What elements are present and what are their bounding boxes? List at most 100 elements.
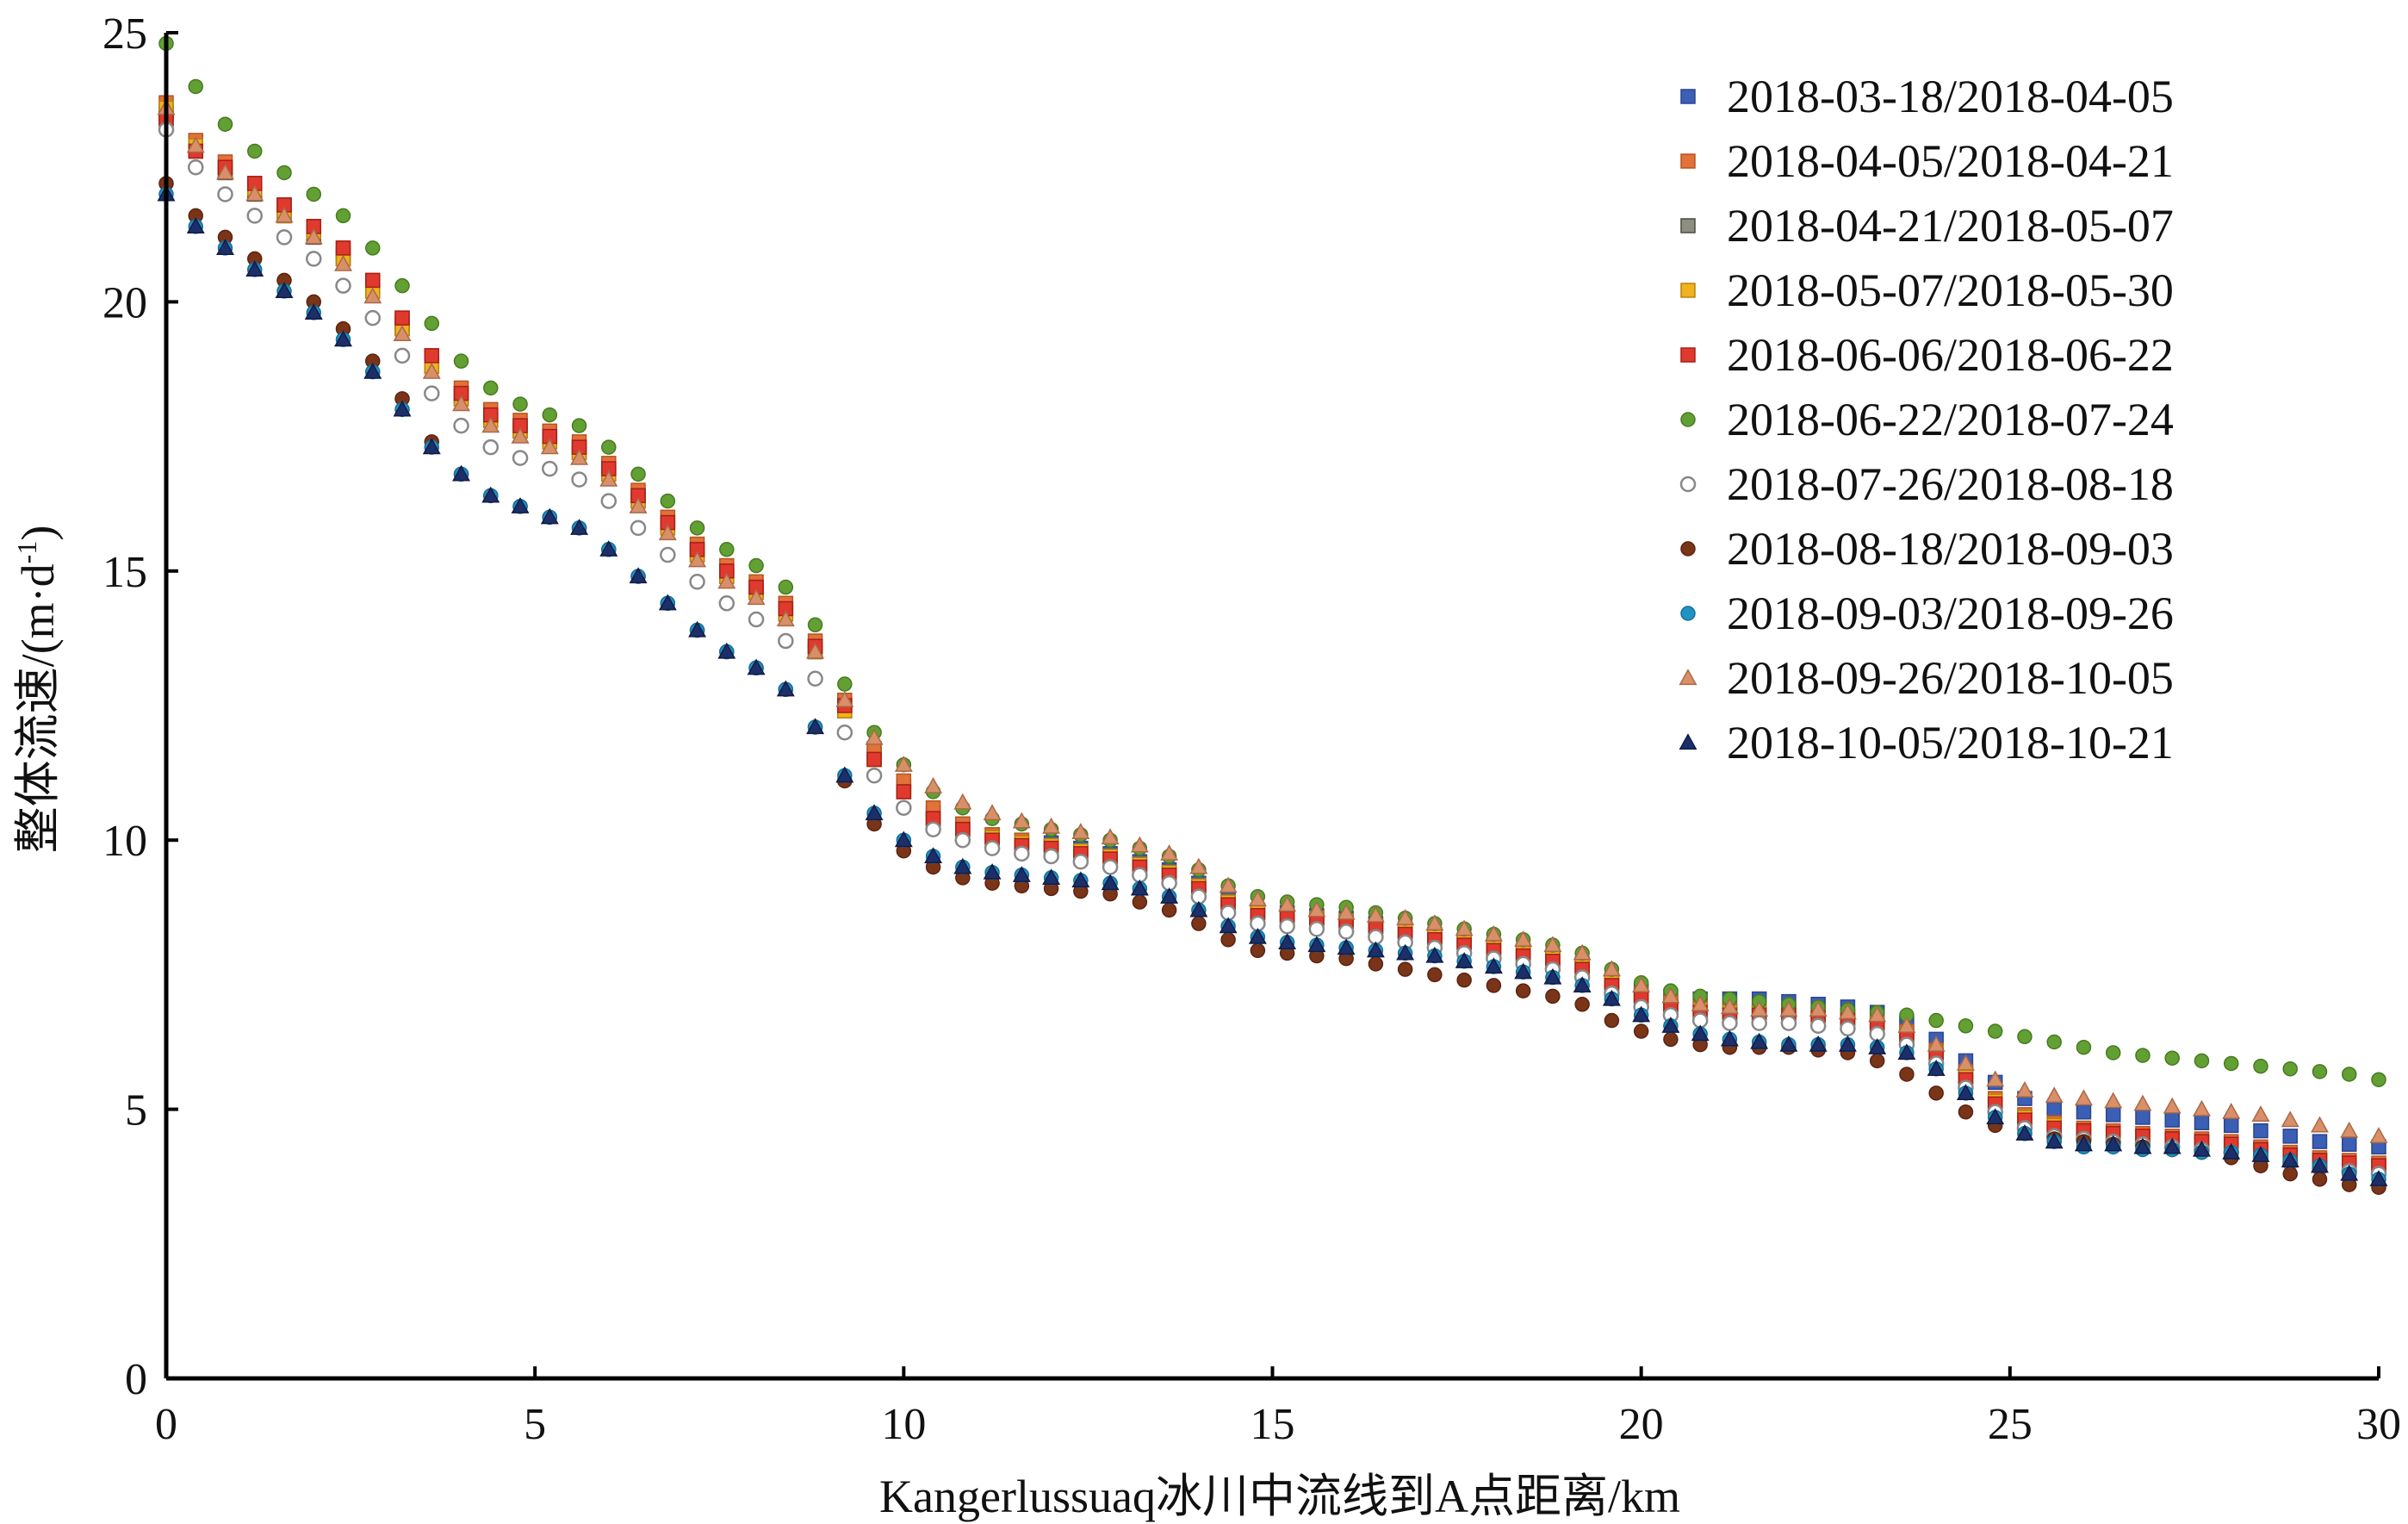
data-point [2312, 1172, 2328, 1187]
data-point [1779, 1000, 1798, 1017]
x-tick-label: 25 [1988, 1400, 2033, 1449]
data-point [2164, 1050, 2180, 1066]
data-point [481, 416, 500, 433]
data-point [542, 407, 558, 423]
data-point [658, 524, 677, 541]
tick-labels: 0 5 10 15 20 25 30 0 5 10 15 20 25 [102, 9, 2401, 1449]
data-point [1840, 1020, 1856, 1037]
legend-marker [1679, 733, 1697, 750]
data-point [1574, 997, 1590, 1012]
data-point [1661, 986, 1680, 1004]
data-point [1160, 844, 1179, 861]
data-point [2340, 1164, 2359, 1181]
data-point [1928, 1012, 1944, 1029]
data-point [363, 287, 382, 304]
legend-label: 2018-04-21/2018-05-07 [1727, 200, 2174, 252]
legend-label: 2018-10-05/2018-10-21 [1727, 717, 2174, 768]
y-axis-title-superscript: -1 [11, 541, 42, 564]
data-point [1189, 857, 1208, 874]
y-tick-label: 20 [102, 278, 147, 327]
data-point [335, 240, 351, 256]
data-point [1897, 1017, 1916, 1033]
data-point [1366, 905, 1385, 923]
data-point [2251, 1145, 2270, 1162]
data-point [2046, 1101, 2062, 1117]
data-point [894, 755, 913, 772]
legend-label: 2018-06-06/2018-06-22 [1727, 329, 2174, 381]
data-point [245, 184, 264, 202]
data-point [660, 546, 676, 563]
data-point [304, 227, 323, 245]
data-point [1278, 895, 1297, 912]
legend-marker [1679, 476, 1697, 493]
data-point [1751, 1015, 1767, 1031]
data-point [2282, 1166, 2298, 1182]
data-point [836, 724, 853, 741]
legend-marker [1680, 153, 1696, 169]
legend-label: 2018-07-26/2018-08-18 [1727, 458, 2174, 510]
data-point [718, 595, 735, 612]
data-points [157, 35, 2388, 1195]
data-point [1691, 1024, 1710, 1042]
data-point [1396, 909, 1415, 925]
x-tick-label: 20 [1619, 1400, 1664, 1449]
data-point [188, 159, 204, 176]
data-point [2076, 1104, 2092, 1120]
data-point [2017, 1029, 2033, 1045]
data-point [2133, 1094, 2152, 1111]
data-point [717, 642, 736, 659]
data-point [2074, 1135, 2093, 1152]
data-point [629, 497, 648, 513]
data-point [1514, 962, 1533, 980]
data-point [1250, 942, 1266, 959]
data-point [511, 426, 530, 444]
data-point [2340, 1121, 2359, 1138]
data-point [571, 418, 587, 433]
data-point [1484, 957, 1503, 974]
data-point [2076, 1039, 2092, 1055]
data-point [424, 348, 440, 364]
data-point [1543, 936, 1562, 953]
axes [164, 31, 2380, 1381]
data-point [2104, 1092, 2123, 1109]
x-axis-title: Kangerlussuaq冰川中流线到A点距离/km [879, 1471, 1680, 1522]
y-axis-title: 整体流速/(m·d-1) [11, 526, 64, 854]
data-point [2163, 1137, 2181, 1154]
data-point [1308, 921, 1325, 937]
data-point [2311, 1156, 2329, 1173]
data-point [1869, 1053, 1885, 1069]
data-point [896, 784, 912, 799]
data-point [1396, 943, 1415, 961]
data-point [1043, 848, 1059, 865]
data-point [1958, 1018, 1974, 1034]
data-point [304, 303, 323, 320]
data-point [363, 362, 382, 379]
data-point [1102, 859, 1119, 875]
data-point [216, 239, 234, 256]
data-point [1899, 1067, 1915, 1082]
data-point [2045, 1086, 2064, 1104]
data-point [2222, 1102, 2241, 1119]
legend: 2018-03-18/2018-04-05 2018-04-05/2018-04-… [1679, 71, 2174, 768]
data-point [481, 486, 500, 503]
data-point [2193, 1099, 2211, 1117]
data-point [2105, 1045, 2121, 1061]
data-point [2015, 1123, 2034, 1141]
data-point [1014, 845, 1030, 862]
data-point [2074, 1089, 2093, 1106]
data-point [422, 362, 441, 379]
data-point [599, 470, 618, 487]
data-point [865, 728, 884, 745]
data-point [1397, 961, 1413, 977]
data-point [2251, 1105, 2270, 1122]
data-point [2015, 1080, 2034, 1098]
data-point [216, 163, 234, 180]
data-point [334, 254, 352, 271]
data-point [2281, 1151, 2299, 1168]
data-point [1366, 941, 1385, 958]
data-point [1838, 1035, 1857, 1052]
data-point [778, 579, 794, 595]
data-point [1543, 967, 1562, 985]
data-point [2311, 1116, 2329, 1133]
